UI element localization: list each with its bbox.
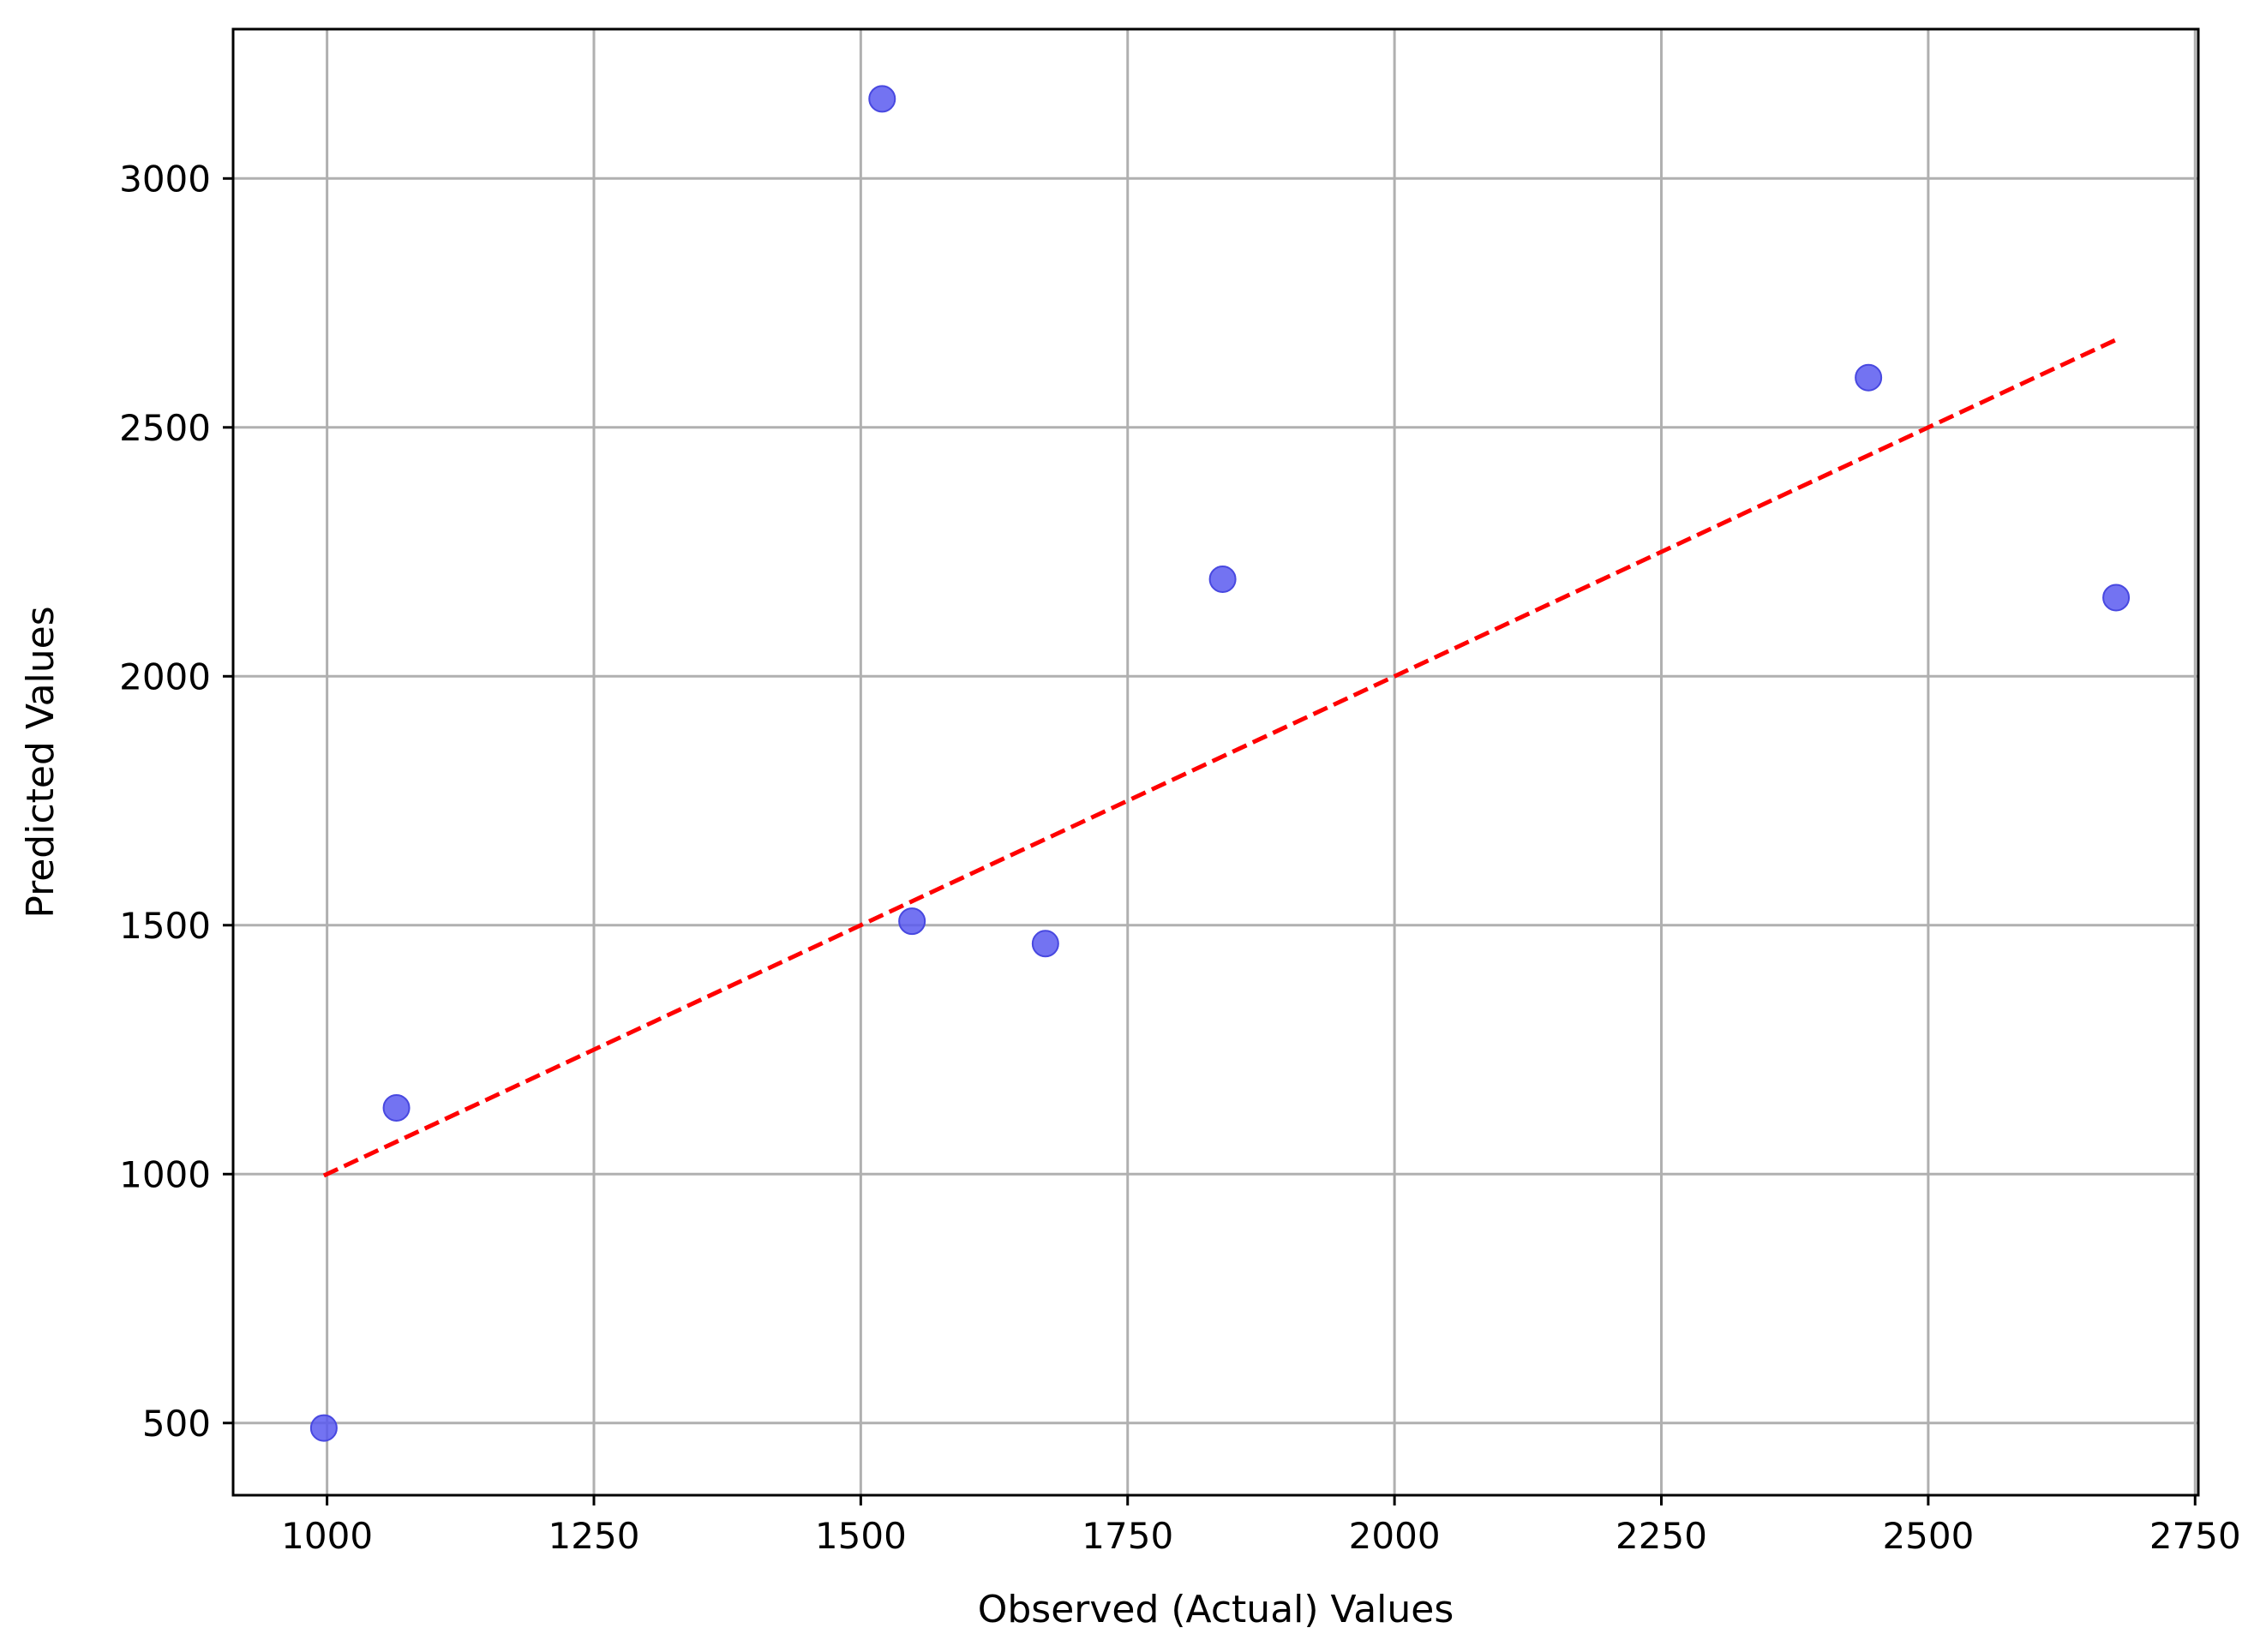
x-tick-label: 2500 — [1882, 1515, 1974, 1557]
x-tick-label: 2250 — [1616, 1515, 1707, 1557]
grid — [233, 29, 2198, 1495]
data-point — [382, 1093, 411, 1122]
data-point — [309, 1414, 338, 1442]
y-tick-label: 2500 — [119, 407, 211, 449]
y-tick-label: 1000 — [119, 1153, 211, 1195]
y-axis-label: Predicted Values — [19, 606, 63, 918]
data-point — [1031, 930, 1059, 958]
y-tick-label: 3000 — [119, 158, 211, 200]
data-point — [898, 907, 926, 936]
x-tick-label: 1250 — [549, 1515, 640, 1557]
x-tick-label: 1750 — [1082, 1515, 1173, 1557]
plot-frame — [231, 27, 2200, 1497]
y-tick-label: 500 — [142, 1403, 211, 1445]
data-point — [1208, 565, 1237, 593]
x-tick-label: 1500 — [815, 1515, 907, 1557]
data-point — [1855, 363, 1883, 392]
axis-ticks: 1000 1250 1500 1750 2000 2250 2500 2750 500 1000 1… — [119, 158, 2241, 1557]
x-axis-label: Observed (Actual) Values — [978, 1588, 1454, 1631]
x-tick-label: 2750 — [2149, 1515, 2241, 1557]
data-point — [2102, 584, 2131, 612]
data-point — [868, 85, 896, 113]
reference-line — [322, 338, 2118, 1178]
plot-series — [309, 85, 2131, 1442]
y-tick-label: 1500 — [119, 905, 211, 947]
y-tick-label: 2000 — [119, 655, 211, 697]
x-tick-label: 1000 — [281, 1515, 373, 1557]
x-tick-label: 2000 — [1349, 1515, 1441, 1557]
